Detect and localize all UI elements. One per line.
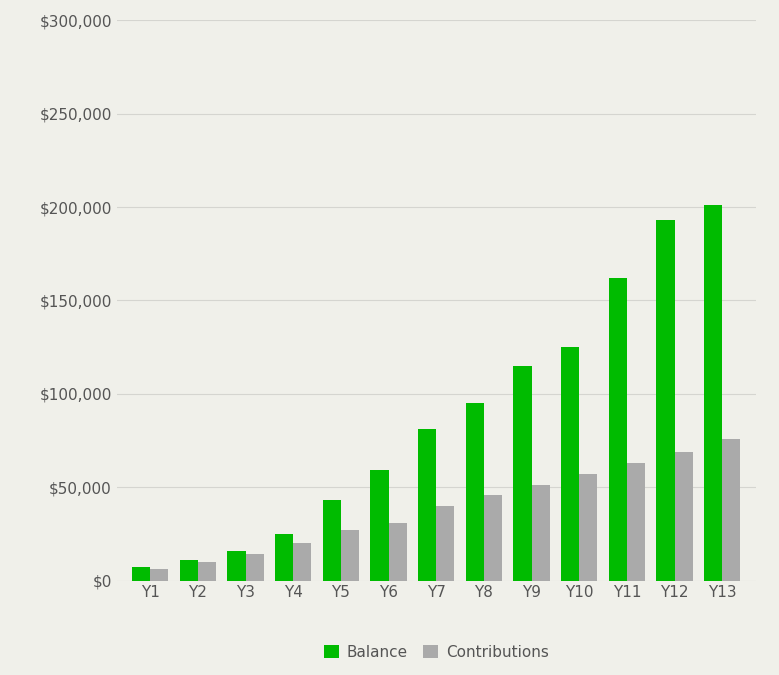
Bar bbox=[722, 439, 740, 580]
Bar bbox=[561, 347, 580, 580]
Bar bbox=[245, 554, 263, 580]
Bar bbox=[627, 463, 645, 580]
Bar bbox=[466, 403, 484, 580]
Bar bbox=[275, 534, 293, 580]
Bar bbox=[389, 522, 407, 580]
Legend: Balance, Contributions: Balance, Contributions bbox=[318, 639, 555, 666]
Bar bbox=[418, 429, 436, 580]
Bar bbox=[180, 560, 198, 580]
Bar bbox=[132, 568, 150, 580]
Bar bbox=[675, 452, 693, 580]
Bar bbox=[198, 562, 216, 580]
Bar bbox=[293, 543, 312, 580]
Bar bbox=[531, 485, 550, 580]
Bar bbox=[580, 474, 597, 580]
Bar bbox=[150, 569, 168, 580]
Bar bbox=[436, 506, 454, 580]
Bar bbox=[609, 278, 627, 580]
Bar bbox=[371, 470, 389, 580]
Bar bbox=[341, 530, 359, 580]
Bar bbox=[657, 220, 675, 580]
Bar bbox=[704, 205, 722, 580]
Bar bbox=[323, 500, 341, 580]
Bar bbox=[227, 551, 245, 580]
Bar bbox=[513, 366, 531, 580]
Bar bbox=[484, 495, 502, 580]
